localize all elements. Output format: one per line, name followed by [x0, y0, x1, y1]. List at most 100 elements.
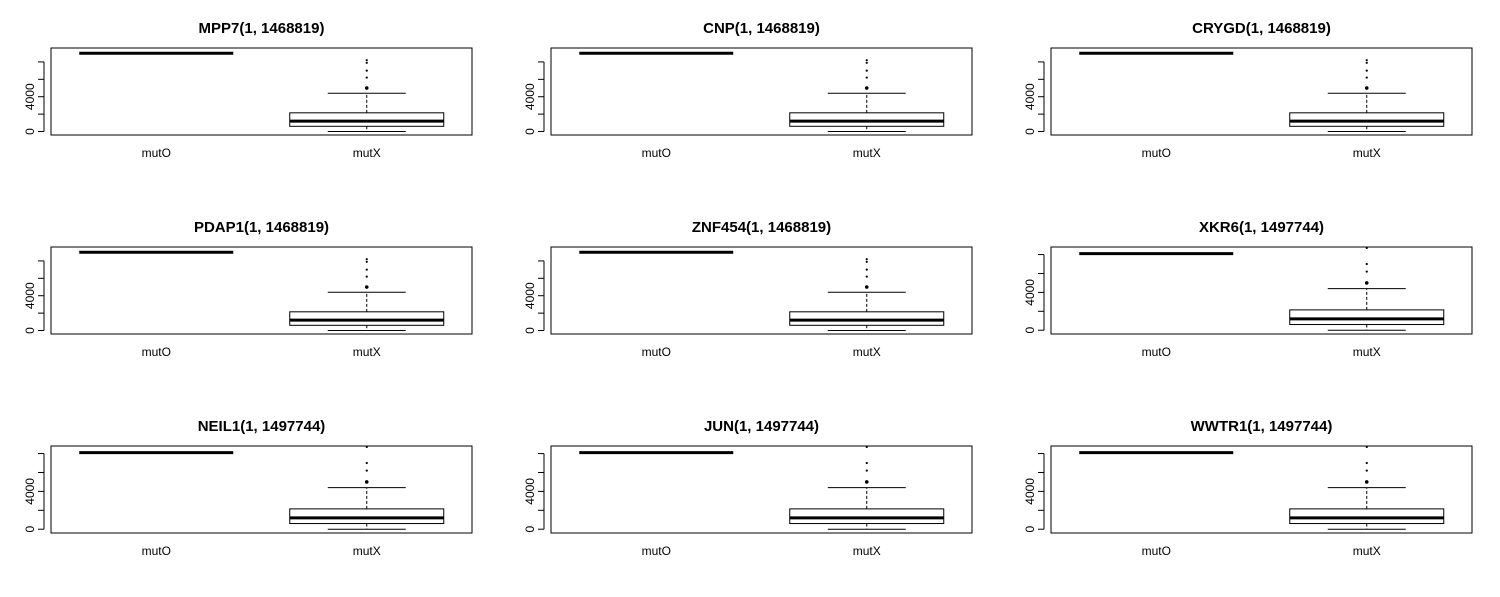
y-tick-label: 0 [1023, 526, 1037, 533]
chart-title: CNP(1, 1468819) [703, 20, 820, 37]
y-tick-label: 0 [23, 526, 37, 533]
boxplot-svg: CNP(1, 1468819) 0 4000 mutO mutX [523, 20, 973, 160]
plot-frame [550, 445, 973, 534]
chart-title: XKR6(1, 1497744) [1199, 219, 1324, 236]
box-mutX [789, 445, 945, 530]
outlier-point [864, 480, 869, 484]
boxplot-panel: CNP(1, 1468819) 0 4000 mutO mutX [500, 0, 1000, 199]
y-tick-label: 0 [523, 526, 537, 533]
chart-title: WWTR1(1, 1497744) [1191, 418, 1333, 435]
box-mutX [1289, 59, 1445, 133]
outlier-point [1365, 61, 1368, 64]
y-tick-label: 0 [1023, 327, 1037, 334]
box-iqr [789, 112, 945, 127]
y-tick-label: 4000 [23, 282, 37, 309]
box-mutX [789, 59, 945, 133]
outlier-point [1365, 59, 1368, 62]
outlier-point [865, 461, 868, 465]
x-category-label: mutX [853, 345, 881, 359]
plot-frame [1050, 246, 1473, 335]
outlier-point [865, 76, 868, 79]
boxplot-svg: PDAP1(1, 1468819) 0 4000 mutO mutX [23, 219, 473, 359]
x-category-label: mutX [353, 146, 381, 160]
plot-frame [50, 47, 473, 136]
boxplot-svg: JUN(1, 1497744) 0 4000 mutO mutX [523, 418, 973, 558]
outlier-point [365, 59, 368, 62]
outlier-point [365, 469, 368, 472]
x-category-label: mutO [642, 146, 671, 160]
outlier-point [1365, 246, 1368, 250]
x-category-label: mutO [142, 146, 171, 160]
x-category-label: mutO [642, 345, 671, 359]
boxplot-panel: MPP7(1, 1468819) 0 4000 mutO mutX [0, 0, 500, 199]
boxplot-panel: PDAP1(1, 1468819) 0 4000 mutO mutX [0, 199, 500, 398]
boxplot-svg: NEIL1(1, 1497744) 0 4000 mutO mutX [23, 418, 473, 558]
outlier-point [364, 86, 369, 90]
outlier-point [1365, 445, 1368, 449]
x-category-label: mutX [1353, 345, 1381, 359]
plot-frame [550, 47, 973, 136]
boxplot-svg: WWTR1(1, 1497744) 0 4000 mutO mutX [1023, 418, 1473, 558]
outlier-point [865, 61, 868, 64]
outlier-point [865, 469, 868, 472]
outlier-point [1365, 461, 1368, 465]
outlier-point [1365, 76, 1368, 79]
chart-title: PDAP1(1, 1468819) [194, 219, 329, 236]
y-tick-label: 0 [1023, 128, 1037, 135]
outlier-point [365, 461, 368, 465]
x-category-label: mutX [853, 146, 881, 160]
outlier-point [365, 260, 368, 263]
y-tick-label: 4000 [23, 478, 37, 505]
box-iqr [789, 508, 945, 525]
y-tick-label: 4000 [1023, 83, 1037, 110]
outlier-point [365, 275, 368, 278]
y-tick-label: 0 [23, 128, 37, 135]
outlier-point [1365, 262, 1368, 266]
box-iqr [289, 112, 445, 127]
outlier-point [365, 445, 368, 449]
x-category-label: mutX [853, 544, 881, 558]
box-iqr [1289, 309, 1445, 326]
x-category-label: mutX [353, 544, 381, 558]
outlier-point [364, 285, 369, 289]
y-tick-label: 4000 [23, 83, 37, 110]
outlier-point [865, 268, 868, 271]
box-mutX [789, 258, 945, 332]
outlier-point [865, 69, 868, 72]
box-iqr [1289, 112, 1445, 127]
x-category-label: mutX [353, 345, 381, 359]
outlier-point [865, 258, 868, 261]
y-tick-label: 4000 [1023, 279, 1037, 306]
y-tick-label: 4000 [523, 478, 537, 505]
outlier-point [864, 86, 869, 90]
x-category-label: mutO [142, 544, 171, 558]
outlier-point [865, 59, 868, 62]
box-mutX [289, 258, 445, 332]
outlier-point [1365, 270, 1368, 273]
outlier-point [365, 69, 368, 72]
box-iqr [1289, 508, 1445, 525]
outlier-point [1365, 69, 1368, 72]
outlier-point [365, 258, 368, 261]
box-iqr [789, 311, 945, 326]
outlier-point [865, 275, 868, 278]
box-mutX [1289, 445, 1445, 530]
chart-title: CRYGD(1, 1468819) [1192, 20, 1331, 37]
plot-frame [1050, 445, 1473, 534]
outlier-point [865, 260, 868, 263]
outlier-point [1364, 86, 1369, 90]
x-category-label: mutO [1142, 146, 1171, 160]
box-mutX [289, 445, 445, 530]
outlier-point [1364, 281, 1369, 285]
plot-frame [550, 246, 973, 335]
boxplot-panel: ZNF454(1, 1468819) 0 4000 mutO mutX [500, 199, 1000, 398]
x-category-label: mutX [1353, 544, 1381, 558]
y-tick-label: 4000 [523, 83, 537, 110]
box-iqr [289, 508, 445, 525]
y-tick-label: 4000 [523, 282, 537, 309]
chart-title: ZNF454(1, 1468819) [692, 219, 831, 236]
x-category-label: mutO [142, 345, 171, 359]
outlier-point [365, 61, 368, 64]
x-category-label: mutO [642, 544, 671, 558]
chart-title: JUN(1, 1497744) [704, 418, 819, 435]
